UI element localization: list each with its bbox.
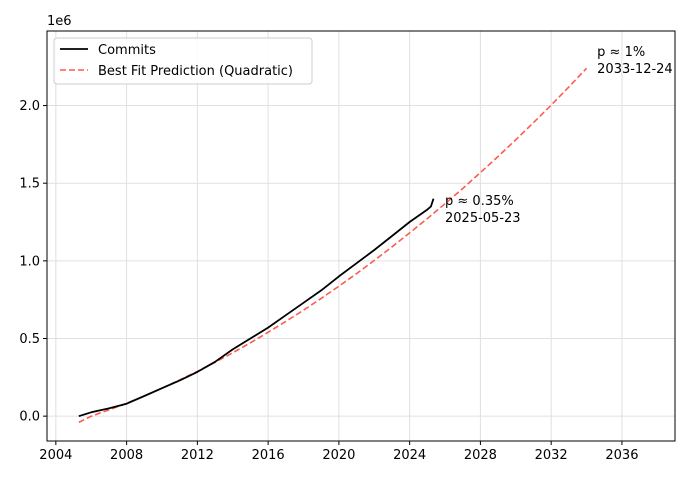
plot-frame: [46, 30, 676, 442]
y-tick-label: 1.0: [19, 254, 40, 269]
series-line-best-fit: [78, 67, 588, 424]
x-tick-label: 2016: [252, 448, 285, 463]
series-line-commits: [78, 198, 435, 418]
x-tick-label: 2008: [110, 448, 143, 463]
annotation-probability: p ≈ 1%: [597, 45, 645, 60]
x-tick-label: 2032: [535, 448, 568, 463]
annotations: p ≈ 0.35% 2025-05-23 p ≈ 1% 2033-12-24: [445, 45, 673, 226]
x-tick-label: 2024: [393, 448, 426, 463]
ticks: 2004 2008 2012 2016 2020 2024 2028 2032 2036 0.0 0…: [19, 99, 638, 463]
series-layer: [78, 67, 588, 424]
y-scale-label: 1e6: [47, 14, 72, 29]
x-tick-label: 2012: [181, 448, 214, 463]
annotation-date: 2033-12-24: [597, 62, 673, 77]
annotation-date: 2025-05-23: [445, 211, 521, 226]
grid: [47, 31, 675, 441]
legend: Commits Best Fit Prediction (Quadratic): [53, 37, 313, 85]
y-tick-label: 0.5: [19, 332, 40, 347]
x-tick-label: 2028: [464, 448, 497, 463]
y-tick-label: 2.0: [19, 99, 40, 114]
y-tick-label: 0.0: [19, 410, 40, 425]
annotation-probability: p ≈ 0.35%: [445, 194, 514, 209]
legend-box: [53, 37, 313, 85]
x-tick-label: 2004: [39, 448, 72, 463]
y-tick-label: 1.5: [19, 177, 40, 192]
x-tick-label: 2020: [322, 448, 355, 463]
x-tick-label: 2036: [605, 448, 638, 463]
legend-label-best-fit: Best Fit Prediction (Quadratic): [98, 64, 293, 79]
legend-label-commits: Commits: [98, 43, 156, 58]
